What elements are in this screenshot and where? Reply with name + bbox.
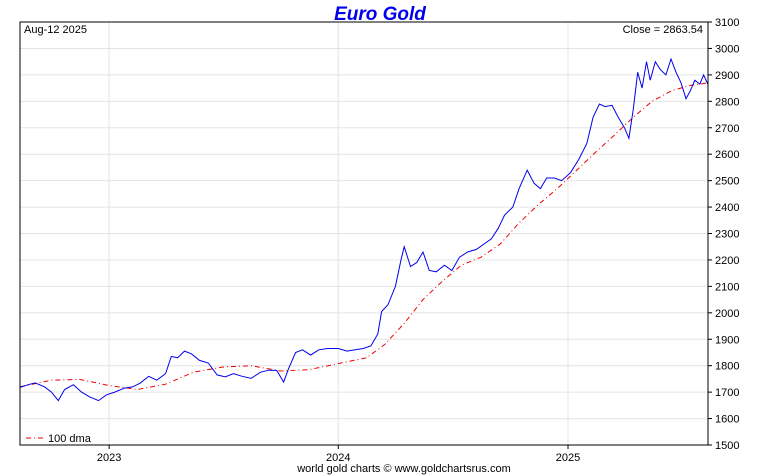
- y-tick-label: 3000: [715, 43, 739, 55]
- y-tick-label: 1500: [715, 440, 739, 452]
- y-tick-label: 1900: [715, 334, 739, 346]
- legend: 100 dma: [26, 433, 92, 445]
- y-tick-label: 2100: [715, 281, 739, 293]
- y-axis-ticks: 1500 1600 1700 1800 1900 2000 2100 2200 2300 2400…: [708, 17, 739, 452]
- x-tick-label: 2024: [326, 452, 350, 464]
- x-axis-ticks: 2023 2024 2025: [97, 445, 580, 464]
- x-tick-label: 2025: [556, 452, 580, 464]
- y-tick-label: 2800: [715, 96, 739, 108]
- plot-frame: [19, 21, 709, 446]
- y-tick-label: 1700: [715, 387, 739, 399]
- y-tick-label: 1600: [715, 414, 739, 426]
- price-series-line: [19, 57, 709, 402]
- y-tick-label: 2500: [715, 176, 739, 188]
- chart-title: Euro Gold: [334, 4, 426, 25]
- y-tick-label: 2400: [715, 202, 739, 214]
- y-tick-label: 2300: [715, 229, 739, 241]
- y-tick-label: 3100: [715, 17, 739, 29]
- y-tick-label: 2900: [715, 70, 739, 82]
- legend-label-dma: 100 dma: [48, 433, 92, 445]
- dma-series-line: [19, 82, 709, 391]
- footer-credit: world gold charts © www.goldchartsrus.co…: [296, 463, 511, 475]
- close-label: Close = 2863.54: [623, 24, 703, 36]
- y-tick-label: 2700: [715, 123, 739, 135]
- y-tick-label: 2200: [715, 255, 739, 267]
- y-tick-label: 2000: [715, 308, 739, 320]
- y-tick-label: 2600: [715, 149, 739, 161]
- y-tick-label: 1800: [715, 361, 739, 373]
- date-label: Aug-12 2025: [24, 24, 87, 36]
- x-tick-label: 2023: [97, 452, 121, 464]
- grid-lines: [20, 22, 708, 445]
